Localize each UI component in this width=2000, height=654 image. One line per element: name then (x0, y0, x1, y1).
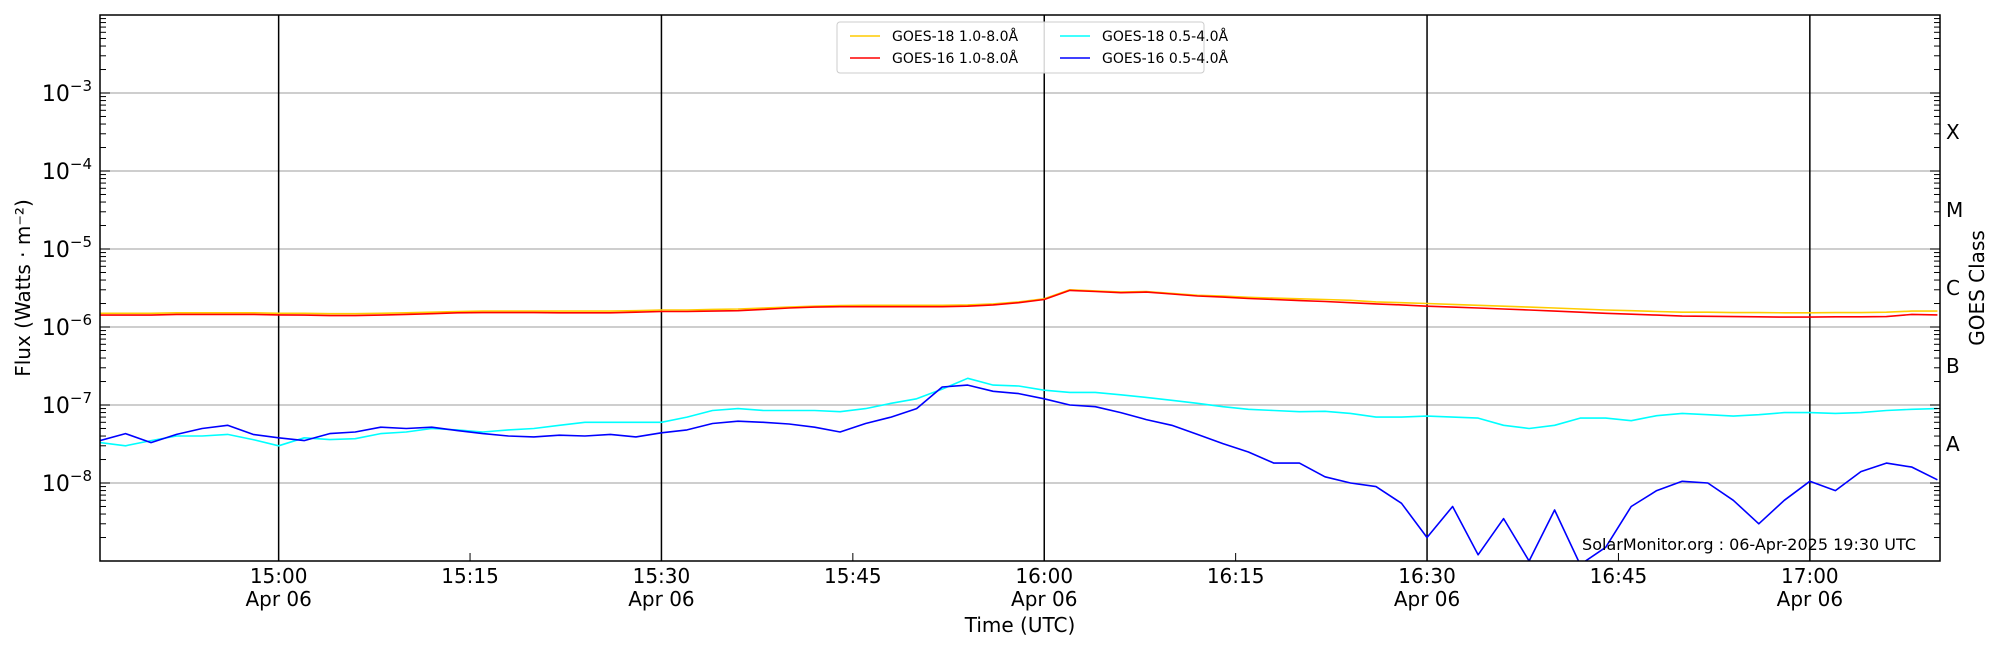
x-tick-date: Apr 06 (1011, 587, 1077, 611)
y-tick-base: 10 (42, 316, 70, 341)
x-tick-date: Apr 06 (245, 587, 311, 611)
y-tick-exponent: −7 (70, 389, 92, 407)
y-tick-exponent: −5 (70, 233, 92, 251)
x-tick-label: 16:15 (1207, 564, 1265, 588)
right-axis-label: GOES Class (1965, 230, 1989, 346)
y-tick-exponent: −4 (70, 155, 92, 173)
legend-label: GOES-16 1.0-8.0Å (892, 50, 1018, 67)
y-tick-exponent: −3 (70, 77, 92, 95)
x-tick-label: 16:30 (1398, 564, 1456, 588)
legend-label: GOES-16 0.5-4.0Å (1102, 50, 1228, 67)
x-tick-label: 17:00 (1781, 564, 1839, 588)
y-axis: 10−310−410−510−610−710−8 (42, 14, 1940, 562)
y-tick-base: 10 (42, 238, 70, 263)
x-tick-label: 15:00 (250, 564, 308, 588)
x-tick-label: 16:00 (1015, 564, 1073, 588)
series-lines (100, 288, 1938, 561)
legend-label: GOES-18 1.0-8.0Å (892, 28, 1018, 45)
legend-box (836, 21, 1205, 74)
y-tick-exponent: −6 (70, 311, 92, 329)
series-line-4 (100, 384, 1938, 561)
goes-class-label: C (1946, 276, 1960, 300)
y-tick-label: 10−6 (42, 311, 92, 341)
x-tick-label: 16:45 (1590, 564, 1648, 588)
x-tick-date: Apr 06 (1777, 587, 1843, 611)
goes-class-label: X (1946, 120, 1960, 144)
y-tick-label: 10−7 (42, 389, 92, 419)
x-tick-date: Apr 06 (1394, 587, 1460, 611)
half-hour-lines (277, 15, 1811, 561)
y-tick-base: 10 (42, 82, 70, 107)
legend-label: GOES-18 0.5-4.0Å (1102, 28, 1228, 45)
goes-class-label: B (1946, 354, 1960, 378)
x-tick-label: 15:15 (441, 564, 499, 588)
goes-class-label: M (1946, 198, 1963, 222)
plot-frame (99, 14, 1941, 562)
goes-class-axis: X M C B A (1946, 120, 1963, 456)
legend: GOES-18 1.0-8.0Å GOES-16 1.0-8.0Å GOES-18 … (836, 21, 1228, 74)
grid (100, 92, 1940, 484)
series-line-2 (100, 289, 1938, 318)
x-tick-label: 15:30 (633, 564, 691, 588)
y-tick-base: 10 (42, 472, 70, 497)
y-tick-label: 10−5 (42, 233, 92, 263)
y-tick-label: 10−4 (42, 155, 92, 185)
y-tick-exponent: −8 (70, 467, 92, 485)
x-tick-label: 15:45 (824, 564, 882, 588)
goes-class-label: A (1946, 432, 1960, 456)
series-line-1 (100, 288, 1938, 315)
x-axis-label: Time (UTC) (964, 613, 1076, 637)
watermark: SolarMonitor.org : 06-Apr-2025 19:30 UTC (1582, 535, 1916, 554)
y-tick-label: 10−8 (42, 467, 92, 497)
y-tick-label: 10−3 (42, 77, 92, 107)
series-line-3 (100, 377, 1938, 447)
y-tick-base: 10 (42, 160, 70, 185)
y-tick-base: 10 (42, 394, 70, 419)
x-tick-date: Apr 06 (628, 587, 694, 611)
y-axis-label: Flux (Watts · m⁻²) (11, 199, 35, 377)
